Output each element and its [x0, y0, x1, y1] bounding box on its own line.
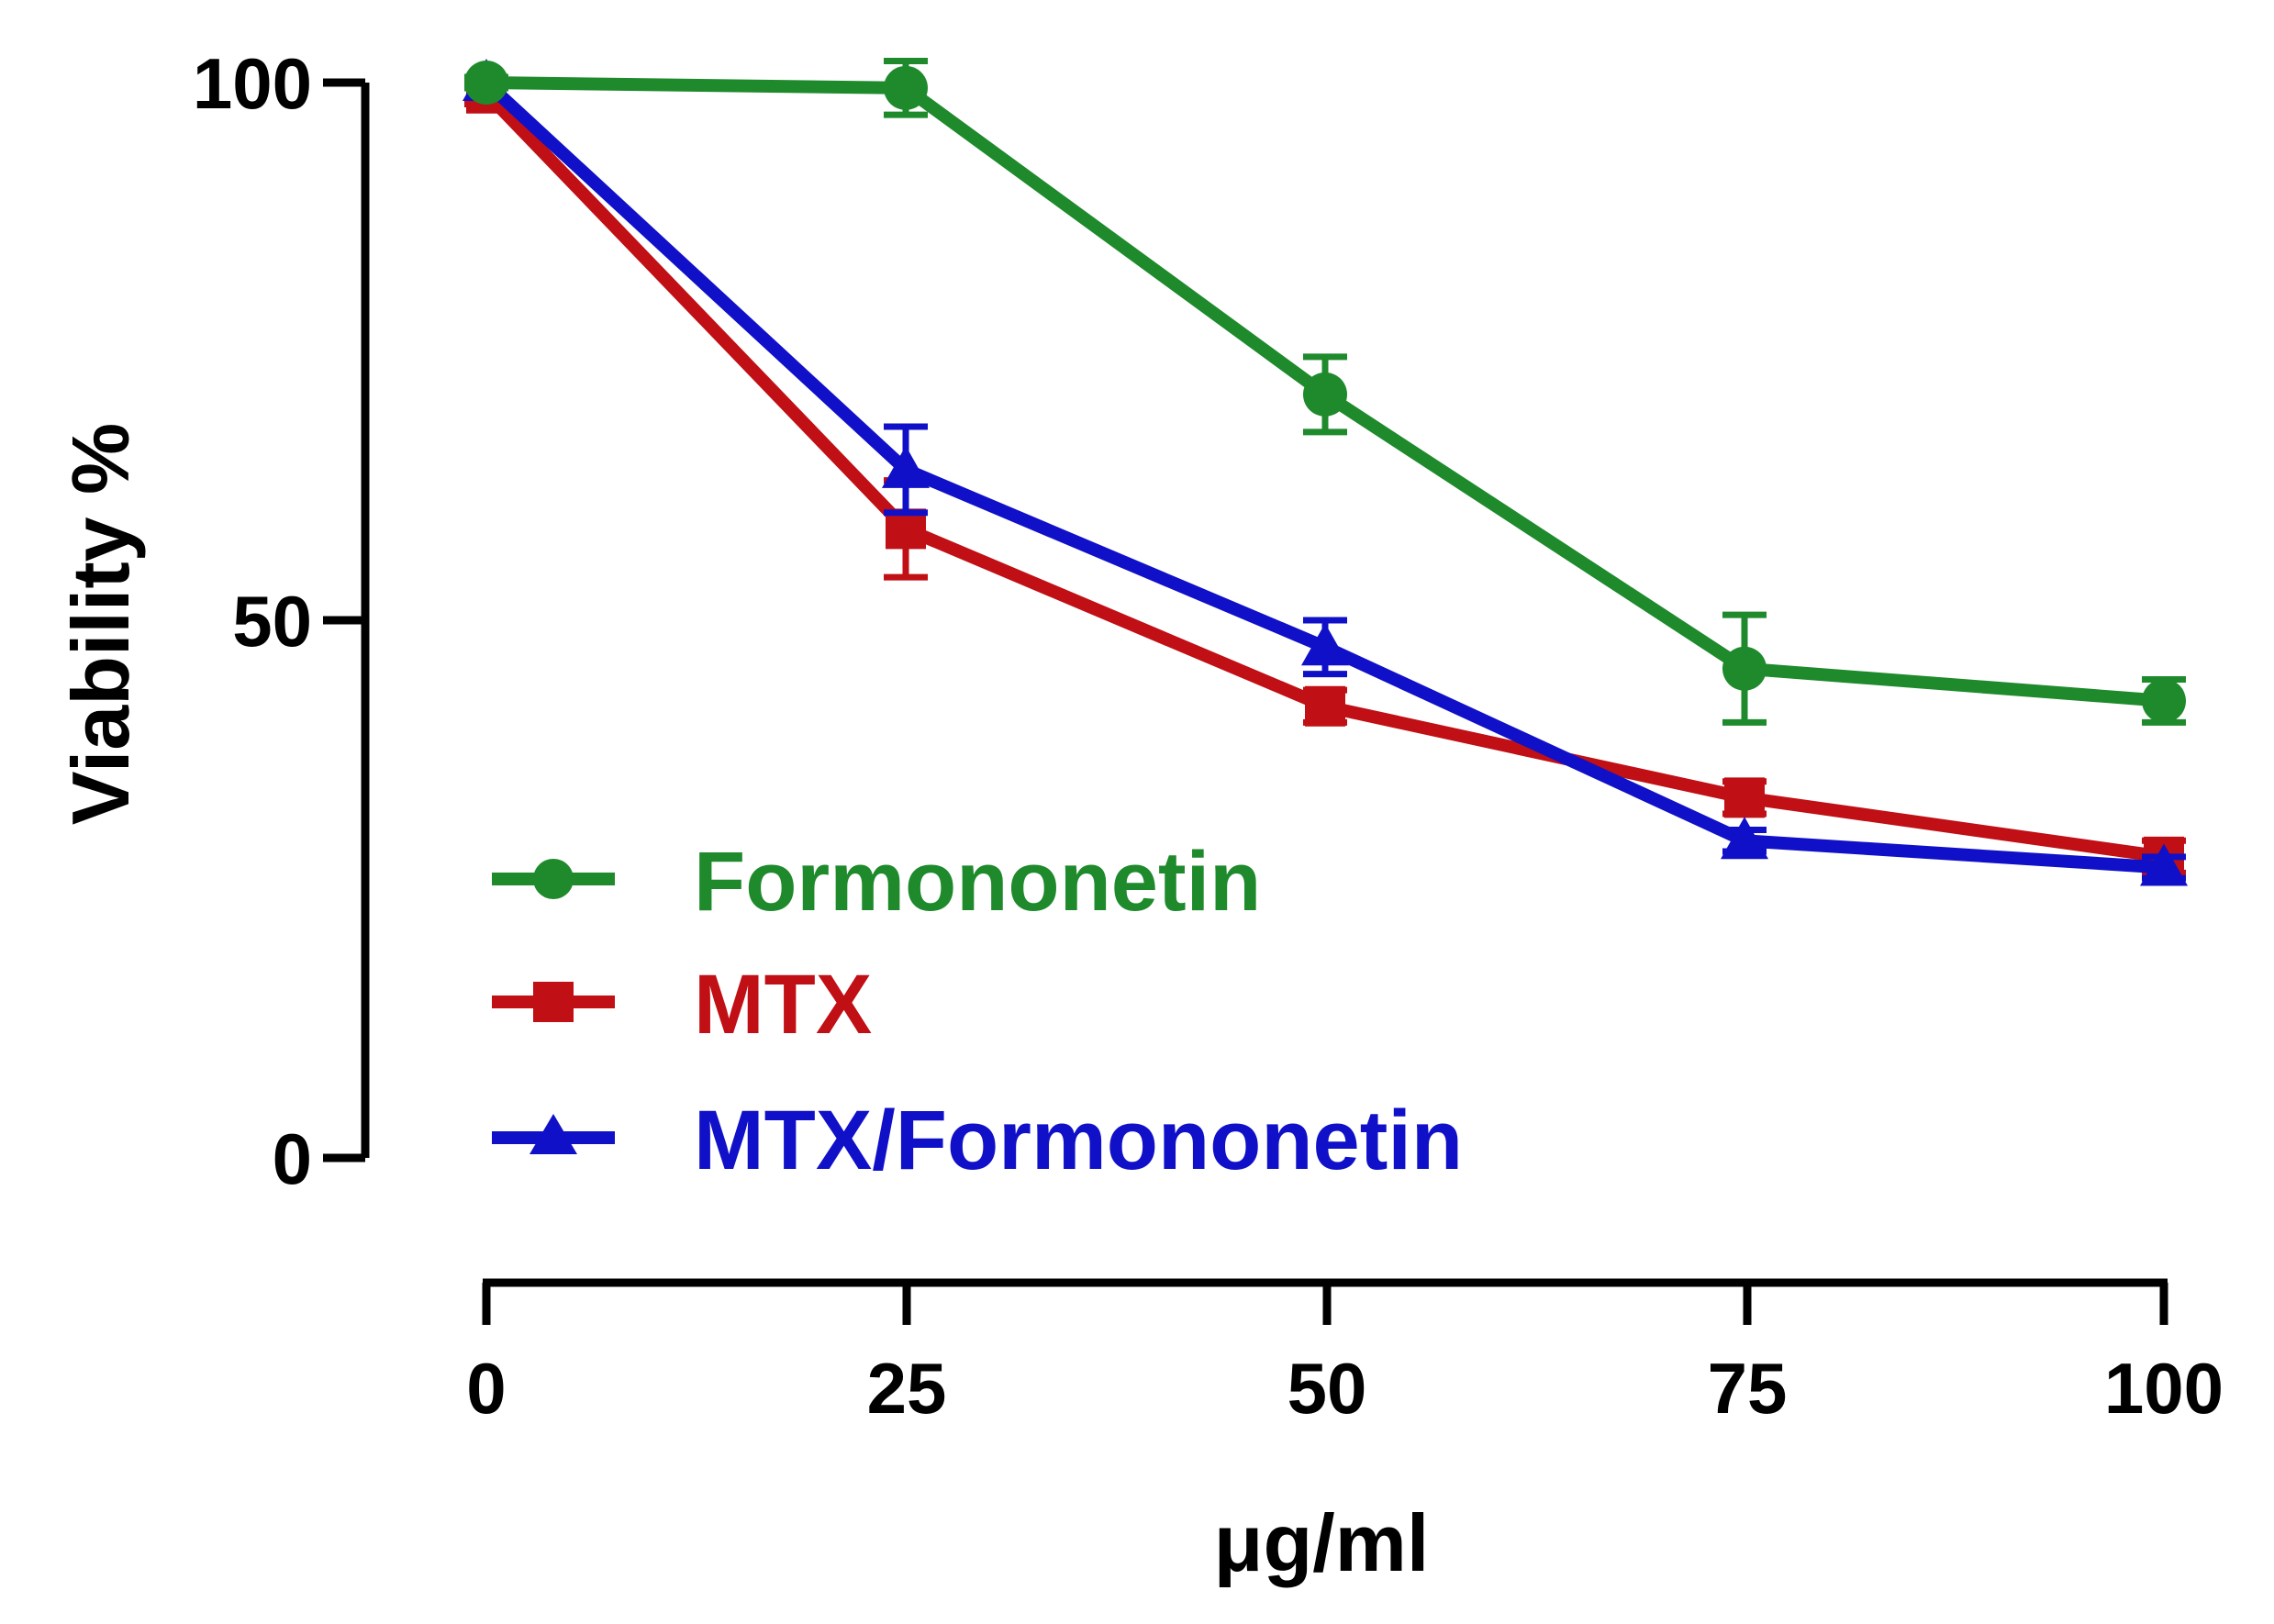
data-point-mtx-formononetin-100 [2140, 843, 2188, 886]
x-tick-label-100: 100 [2104, 1348, 2224, 1429]
x-tick-label-75: 75 [1708, 1348, 1788, 1429]
data-point-mtx-formononetin-25 [882, 445, 930, 488]
data-point-formononetin-100 [2142, 678, 2186, 723]
y-axis-title: Viability % [55, 423, 146, 826]
legend-label-formononetin: Formononetin [694, 835, 1261, 929]
data-point-mtx-formononetin-50 [1301, 623, 1349, 666]
data-point-formononetin-50 [1303, 372, 1347, 417]
data-point-mtx-formononetin-75 [1721, 817, 1768, 860]
data-point-formononetin-0 [464, 61, 508, 105]
series-line-mtx-formononetin [482, 77, 2165, 874]
legend-item-formononetin: Formononetin [492, 835, 1261, 929]
data-point-formononetin-75 [1722, 646, 1767, 691]
legend-item-mtx: MTX [492, 958, 872, 1051]
legend-marker-mtx [533, 982, 574, 1022]
y-tick-label-100: 100 [193, 43, 312, 124]
x-axis-title: μg/ml [1214, 1497, 1430, 1588]
data-point-mtx-50 [1305, 685, 1345, 727]
x-tick-label-25: 25 [867, 1348, 947, 1429]
y-axis: 0 50 100 [193, 43, 370, 1199]
series-mtx-formononetin [463, 59, 2188, 886]
series-formononetin [464, 58, 2186, 726]
x-axis: 0 25 50 75 100 [466, 1278, 2224, 1429]
legend-marker-mtx-formononetin [529, 1114, 577, 1154]
legend-item-mtx-formononetin: MTX/Formononetin [492, 1094, 1463, 1187]
data-point-formononetin-25 [884, 65, 928, 110]
series-mtx [464, 72, 2186, 877]
legend-label-mtx: MTX [694, 958, 872, 1051]
x-tick-label-0: 0 [466, 1348, 506, 1429]
series-line-mtx [481, 88, 2165, 863]
legend-label-mtx-formononetin: MTX/Formononetin [694, 1094, 1463, 1187]
legend-marker-formononetin [533, 859, 574, 899]
x-tick-label-50: 50 [1287, 1348, 1367, 1429]
y-tick-label-0: 0 [273, 1118, 312, 1199]
y-tick-label-50: 50 [232, 581, 312, 662]
data-point-mtx-75 [1724, 777, 1765, 818]
legend: Formononetin MTX MTX/Formononetin [492, 835, 1463, 1187]
